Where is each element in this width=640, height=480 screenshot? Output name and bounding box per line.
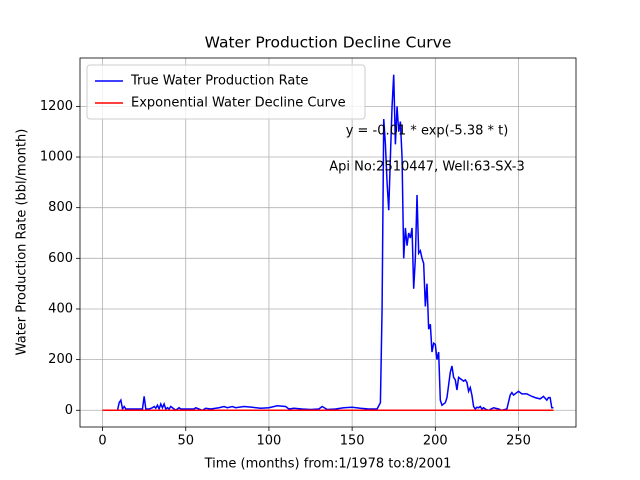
y-tick-label: 600: [48, 251, 73, 266]
legend-label: Exponential Water Decline Curve: [131, 96, 346, 111]
legend-box: [86, 64, 366, 120]
y-tick-label: 800: [48, 200, 73, 215]
x-tick-label: 250: [506, 434, 531, 449]
x-tick-label: 200: [423, 434, 448, 449]
x-tick-label: 100: [257, 434, 282, 449]
annotation: Api No:2510447, Well:63-SX-3: [329, 160, 525, 175]
y-tick-label: 200: [48, 352, 73, 367]
legend-label: True Water Production Rate: [130, 74, 308, 89]
y-tick-label: 1000: [40, 150, 73, 165]
annotation: y = -0.01 * exp(-5.38 * t): [346, 124, 509, 139]
y-tick-label: 0: [65, 403, 73, 418]
y-tick-label: 400: [48, 301, 73, 316]
x-tick-label: 0: [98, 434, 106, 449]
x-tick-label: 50: [177, 434, 194, 449]
data-line: [102, 74, 554, 412]
plot-frame: [79, 57, 577, 428]
x-tick-label: 150: [340, 434, 365, 449]
y-axis-label: Water Production Rate (bbl/month): [15, 129, 30, 356]
x-axis-label: Time (months) from:1/1978 to:8/2001: [204, 457, 452, 472]
chart-title: Water Production Decline Curve: [205, 34, 452, 52]
y-tick-label: 1200: [40, 99, 73, 114]
